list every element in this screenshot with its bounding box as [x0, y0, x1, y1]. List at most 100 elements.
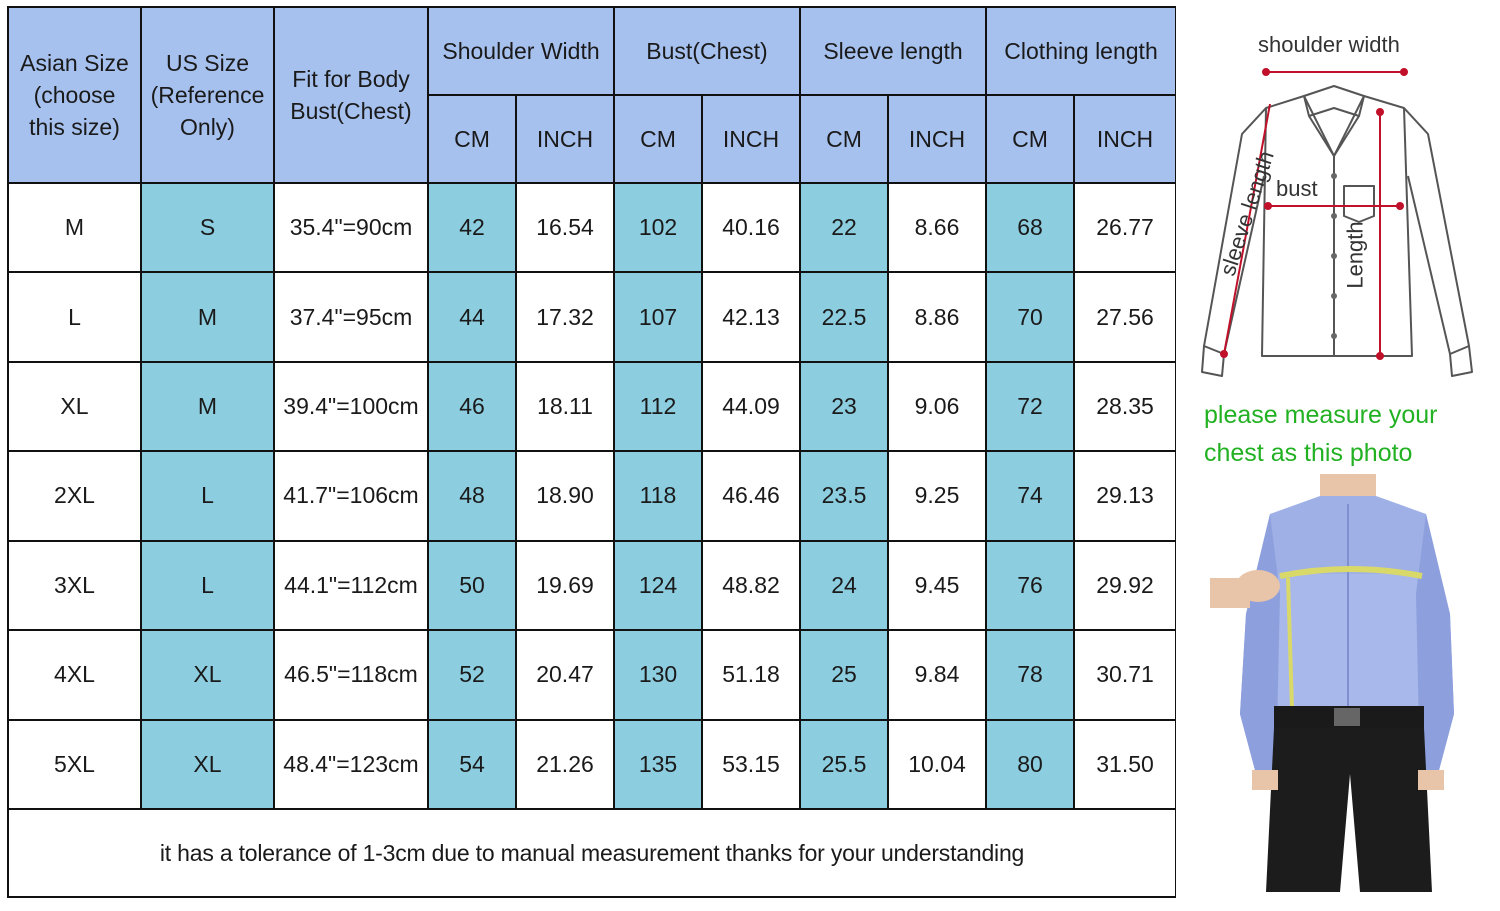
bust-inch-cell: 48.82	[701, 539, 801, 632]
asian-size-cell: 4XL	[7, 629, 142, 721]
bust-label: bust	[1276, 176, 1318, 201]
us-size-cell: M	[140, 360, 275, 453]
shoulder-cm-cell: 44	[427, 271, 517, 363]
header-shoulder-width: Shoulder Width	[427, 6, 615, 96]
bust-inch-cell: 46.46	[701, 450, 801, 542]
sleeve-inch-cell: 9.06	[886, 360, 988, 453]
size-chart-table: Asian Size (choose this size) US Size (R…	[6, 6, 1178, 898]
us-size-cell: M	[140, 271, 275, 363]
bust-cm-cell: 135	[613, 718, 703, 811]
header-sleeve-length: Sleeve length	[798, 6, 988, 96]
us-size-cell: XL	[140, 718, 275, 811]
asian-size-cell: L	[7, 271, 142, 363]
sleeve-inch-cell: 8.86	[886, 271, 988, 363]
header-unit-cm: CM	[613, 94, 703, 184]
header-unit-cm: CM	[799, 94, 889, 184]
chest-measurement-photo	[1210, 474, 1484, 892]
shoulder-inch-cell: 18.11	[515, 360, 615, 453]
header-unit-inch: INCH	[701, 94, 801, 184]
fit-for-body-cell: 41.7"=106cm	[273, 450, 429, 542]
shoulder-inch-cell: 20.47	[515, 629, 615, 721]
sleeve-inch-cell: 9.45	[886, 539, 988, 632]
shoulder-inch-cell: 19.69	[515, 539, 615, 632]
header-unit-inch: INCH	[886, 94, 988, 184]
bust-inch-cell: 53.15	[701, 718, 801, 811]
sleeve-cm-cell: 25.5	[799, 718, 889, 811]
length-inch-cell: 31.50	[1073, 718, 1178, 811]
bust-cm-cell: 112	[613, 360, 703, 453]
us-size-cell: XL	[140, 629, 275, 721]
shoulder-inch-cell: 21.26	[515, 718, 615, 811]
table-row: L M 37.4"=95cm 44 17.32 107 42.13 22.5 8.86 70 27.…	[7, 271, 1178, 363]
asian-size-cell: M	[7, 181, 142, 274]
length-label: Length	[1342, 221, 1368, 289]
sleeve-inch-cell: 10.04	[886, 718, 988, 811]
sleeve-inch-cell: 9.84	[886, 629, 988, 721]
shirt-outline-icon	[1201, 68, 1473, 377]
fit-for-body-cell: 37.4"=95cm	[273, 271, 429, 363]
header-fit-for-body: Fit for Body Bust(Chest)	[273, 6, 429, 184]
us-size-cell: L	[140, 539, 275, 632]
sleeve-inch-cell: 8.66	[886, 181, 988, 274]
shoulder-cm-cell: 54	[427, 718, 517, 811]
fit-for-body-cell: 48.4"=123cm	[273, 718, 429, 811]
asian-size-cell: XL	[7, 360, 142, 453]
length-inch-cell: 28.35	[1073, 360, 1178, 453]
sleeve-inch-cell: 9.25	[886, 450, 988, 542]
tolerance-footnote: it has a tolerance of 1-3cm due to manua…	[6, 808, 1178, 898]
table-row: XL M 39.4"=100cm 46 18.11 112 44.09 23 9.06 72 28.…	[7, 360, 1178, 453]
sleeve-cm-cell: 22	[799, 181, 889, 274]
length-cm-cell: 78	[985, 629, 1076, 721]
length-cm-cell: 68	[985, 181, 1076, 274]
asian-size-cell: 2XL	[7, 450, 142, 542]
header-clothing-length: Clothing length	[985, 6, 1178, 96]
length-inch-cell: 29.13	[1073, 450, 1178, 542]
length-inch-cell: 27.56	[1073, 271, 1178, 363]
length-inch-cell: 29.92	[1073, 539, 1178, 632]
sleeve-cm-cell: 24	[799, 539, 889, 632]
shoulder-inch-cell: 16.54	[515, 181, 615, 274]
table-row: 4XL XL 46.5"=118cm 52 20.47 130 51.18 25 9.84 78 3…	[7, 629, 1178, 721]
fit-for-body-cell: 35.4"=90cm	[273, 181, 429, 274]
bust-inch-cell: 42.13	[701, 271, 801, 363]
shoulder-cm-cell: 50	[427, 539, 517, 632]
header-asian-size: Asian Size (choose this size)	[7, 6, 142, 184]
shoulder-cm-cell: 48	[427, 450, 517, 542]
length-cm-cell: 72	[985, 360, 1076, 453]
bust-cm-cell: 102	[613, 181, 703, 274]
shoulder-inch-cell: 18.90	[515, 450, 615, 542]
length-inch-cell: 26.77	[1073, 181, 1178, 274]
bust-cm-cell: 107	[613, 271, 703, 363]
sleeve-cm-cell: 23	[799, 360, 889, 453]
fit-for-body-cell: 46.5"=118cm	[273, 629, 429, 721]
shoulder-cm-cell: 46	[427, 360, 517, 453]
table-row: M S 35.4"=90cm 42 16.54 102 40.16 22 8.66 68 26.77	[7, 181, 1178, 274]
shoulder-width-label: shoulder width	[1258, 32, 1400, 57]
header-unit-cm: CM	[985, 94, 1076, 184]
man-measuring-chest-icon	[1210, 474, 1484, 892]
sleeve-cm-cell: 25	[799, 629, 889, 721]
length-inch-cell: 30.71	[1073, 629, 1178, 721]
bust-inch-cell: 51.18	[701, 629, 801, 721]
length-cm-cell: 70	[985, 271, 1076, 363]
table-row: 2XL L 41.7"=106cm 48 18.90 118 46.46 23.5 9.25 74…	[7, 450, 1178, 542]
header-us-size: US Size (Reference Only)	[140, 6, 275, 184]
length-cm-cell: 80	[985, 718, 1076, 811]
bust-cm-cell: 124	[613, 539, 703, 632]
length-cm-cell: 76	[985, 539, 1076, 632]
header-unit-cm: CM	[427, 94, 517, 184]
bust-cm-cell: 118	[613, 450, 703, 542]
shoulder-inch-cell: 17.32	[515, 271, 615, 363]
asian-size-cell: 5XL	[7, 718, 142, 811]
table-row: 3XL L 44.1"=112cm 50 19.69 124 48.82 24 9.45 76 29…	[7, 539, 1178, 632]
bust-inch-cell: 44.09	[701, 360, 801, 453]
header-bust: Bust(Chest)	[613, 6, 801, 96]
bust-cm-cell: 130	[613, 629, 703, 721]
asian-size-cell: 3XL	[7, 539, 142, 632]
shirt-measurement-diagram: shoulder width sleeve length bust Length	[1184, 16, 1484, 386]
us-size-cell: L	[140, 450, 275, 542]
length-cm-cell: 74	[985, 450, 1076, 542]
bust-inch-cell: 40.16	[701, 181, 801, 274]
us-size-cell: S	[140, 181, 275, 274]
table-row: 5XL XL 48.4"=123cm 54 21.26 135 53.15 25.5 10.04…	[7, 718, 1178, 811]
